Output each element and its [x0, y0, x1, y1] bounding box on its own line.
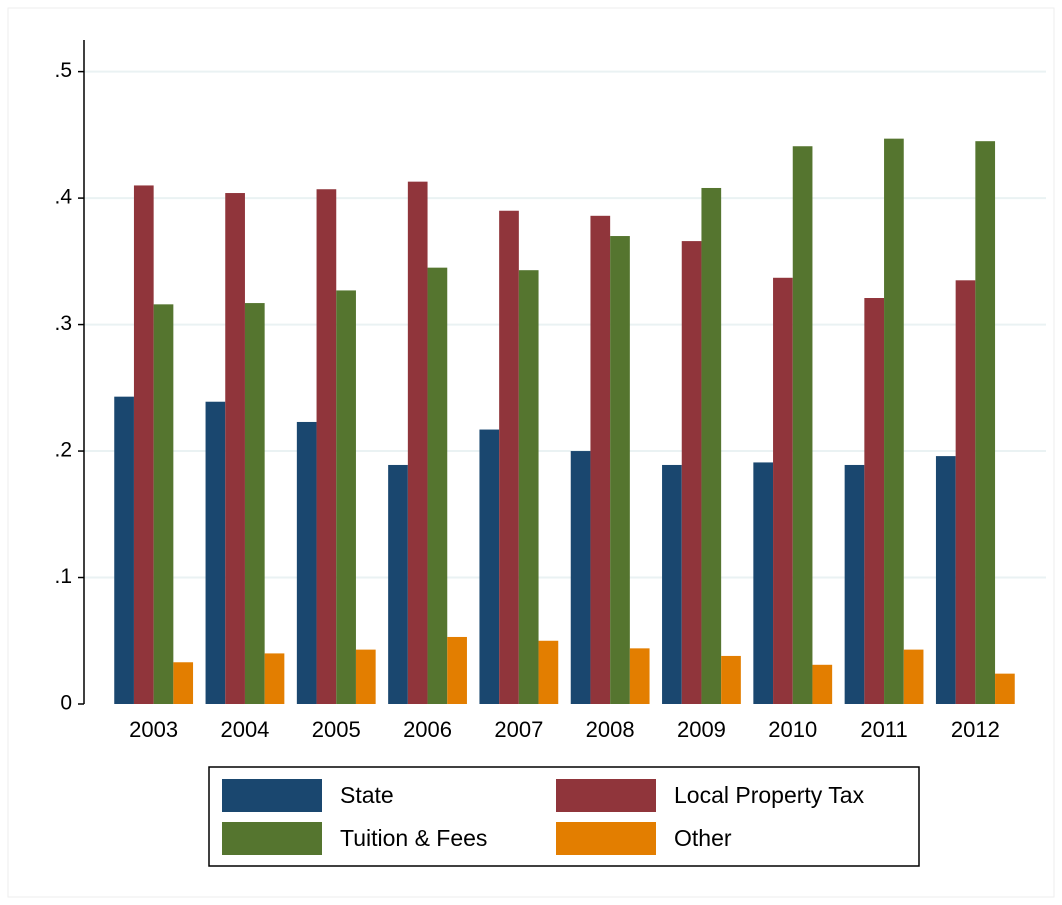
bar — [792, 146, 813, 705]
legend-swatch — [556, 779, 656, 812]
bar — [264, 653, 285, 704]
x-tick-label: 2004 — [220, 717, 269, 742]
x-tick-label: 2008 — [586, 717, 635, 742]
bar — [995, 673, 1015, 704]
bar — [205, 401, 226, 704]
bar — [388, 464, 408, 704]
bar — [296, 421, 317, 704]
bar — [662, 464, 682, 704]
bar — [681, 241, 702, 704]
bar — [133, 185, 154, 704]
bar — [773, 277, 793, 704]
x-tick-label: 2005 — [312, 717, 361, 742]
bar — [610, 236, 630, 705]
bar — [844, 464, 865, 704]
bar — [336, 290, 356, 704]
bar — [479, 429, 500, 704]
legend-label: Other — [674, 825, 732, 851]
bar — [884, 138, 904, 704]
bar — [153, 304, 174, 704]
bar — [812, 664, 833, 704]
bar — [518, 270, 539, 704]
bar — [225, 193, 245, 704]
legend-label: Tuition & Fees — [340, 825, 487, 851]
bar — [629, 648, 650, 704]
y-tick-label: .5 — [54, 59, 72, 82]
bar — [173, 662, 194, 704]
bar — [499, 210, 519, 704]
bar — [316, 189, 337, 705]
bar — [955, 280, 976, 704]
bar — [244, 303, 265, 704]
x-tick-label: 2003 — [129, 717, 178, 742]
y-tick-label: .3 — [54, 312, 72, 335]
bar — [903, 649, 924, 704]
x-tick-label: 2006 — [403, 717, 452, 742]
x-tick-label: 2011 — [860, 717, 907, 742]
bar — [590, 215, 611, 704]
legend-label: Local Property Tax — [674, 782, 865, 808]
bar — [570, 451, 591, 704]
x-tick-label: 2012 — [951, 717, 1000, 742]
x-tick-label: 2010 — [768, 717, 817, 742]
bar — [407, 181, 428, 705]
x-tick-label: 2007 — [494, 717, 543, 742]
y-tick-label: .4 — [54, 186, 72, 209]
bar — [355, 649, 376, 704]
legend-label: State — [340, 782, 394, 808]
bar — [701, 187, 722, 704]
legend-swatch — [222, 822, 322, 855]
bar — [427, 267, 448, 704]
y-tick-label: .1 — [54, 565, 72, 588]
y-tick-label: .2 — [54, 439, 72, 462]
x-tick-label: 2009 — [677, 717, 726, 742]
bar — [447, 636, 467, 704]
bar — [753, 462, 774, 704]
bar — [721, 655, 741, 704]
legend-swatch — [222, 779, 322, 812]
bar — [538, 640, 559, 704]
y-tick-label: 0 — [60, 692, 72, 715]
bar — [975, 141, 996, 704]
bar — [114, 396, 134, 704]
bar — [935, 456, 956, 704]
bar — [864, 298, 885, 704]
legend-swatch — [556, 822, 656, 855]
